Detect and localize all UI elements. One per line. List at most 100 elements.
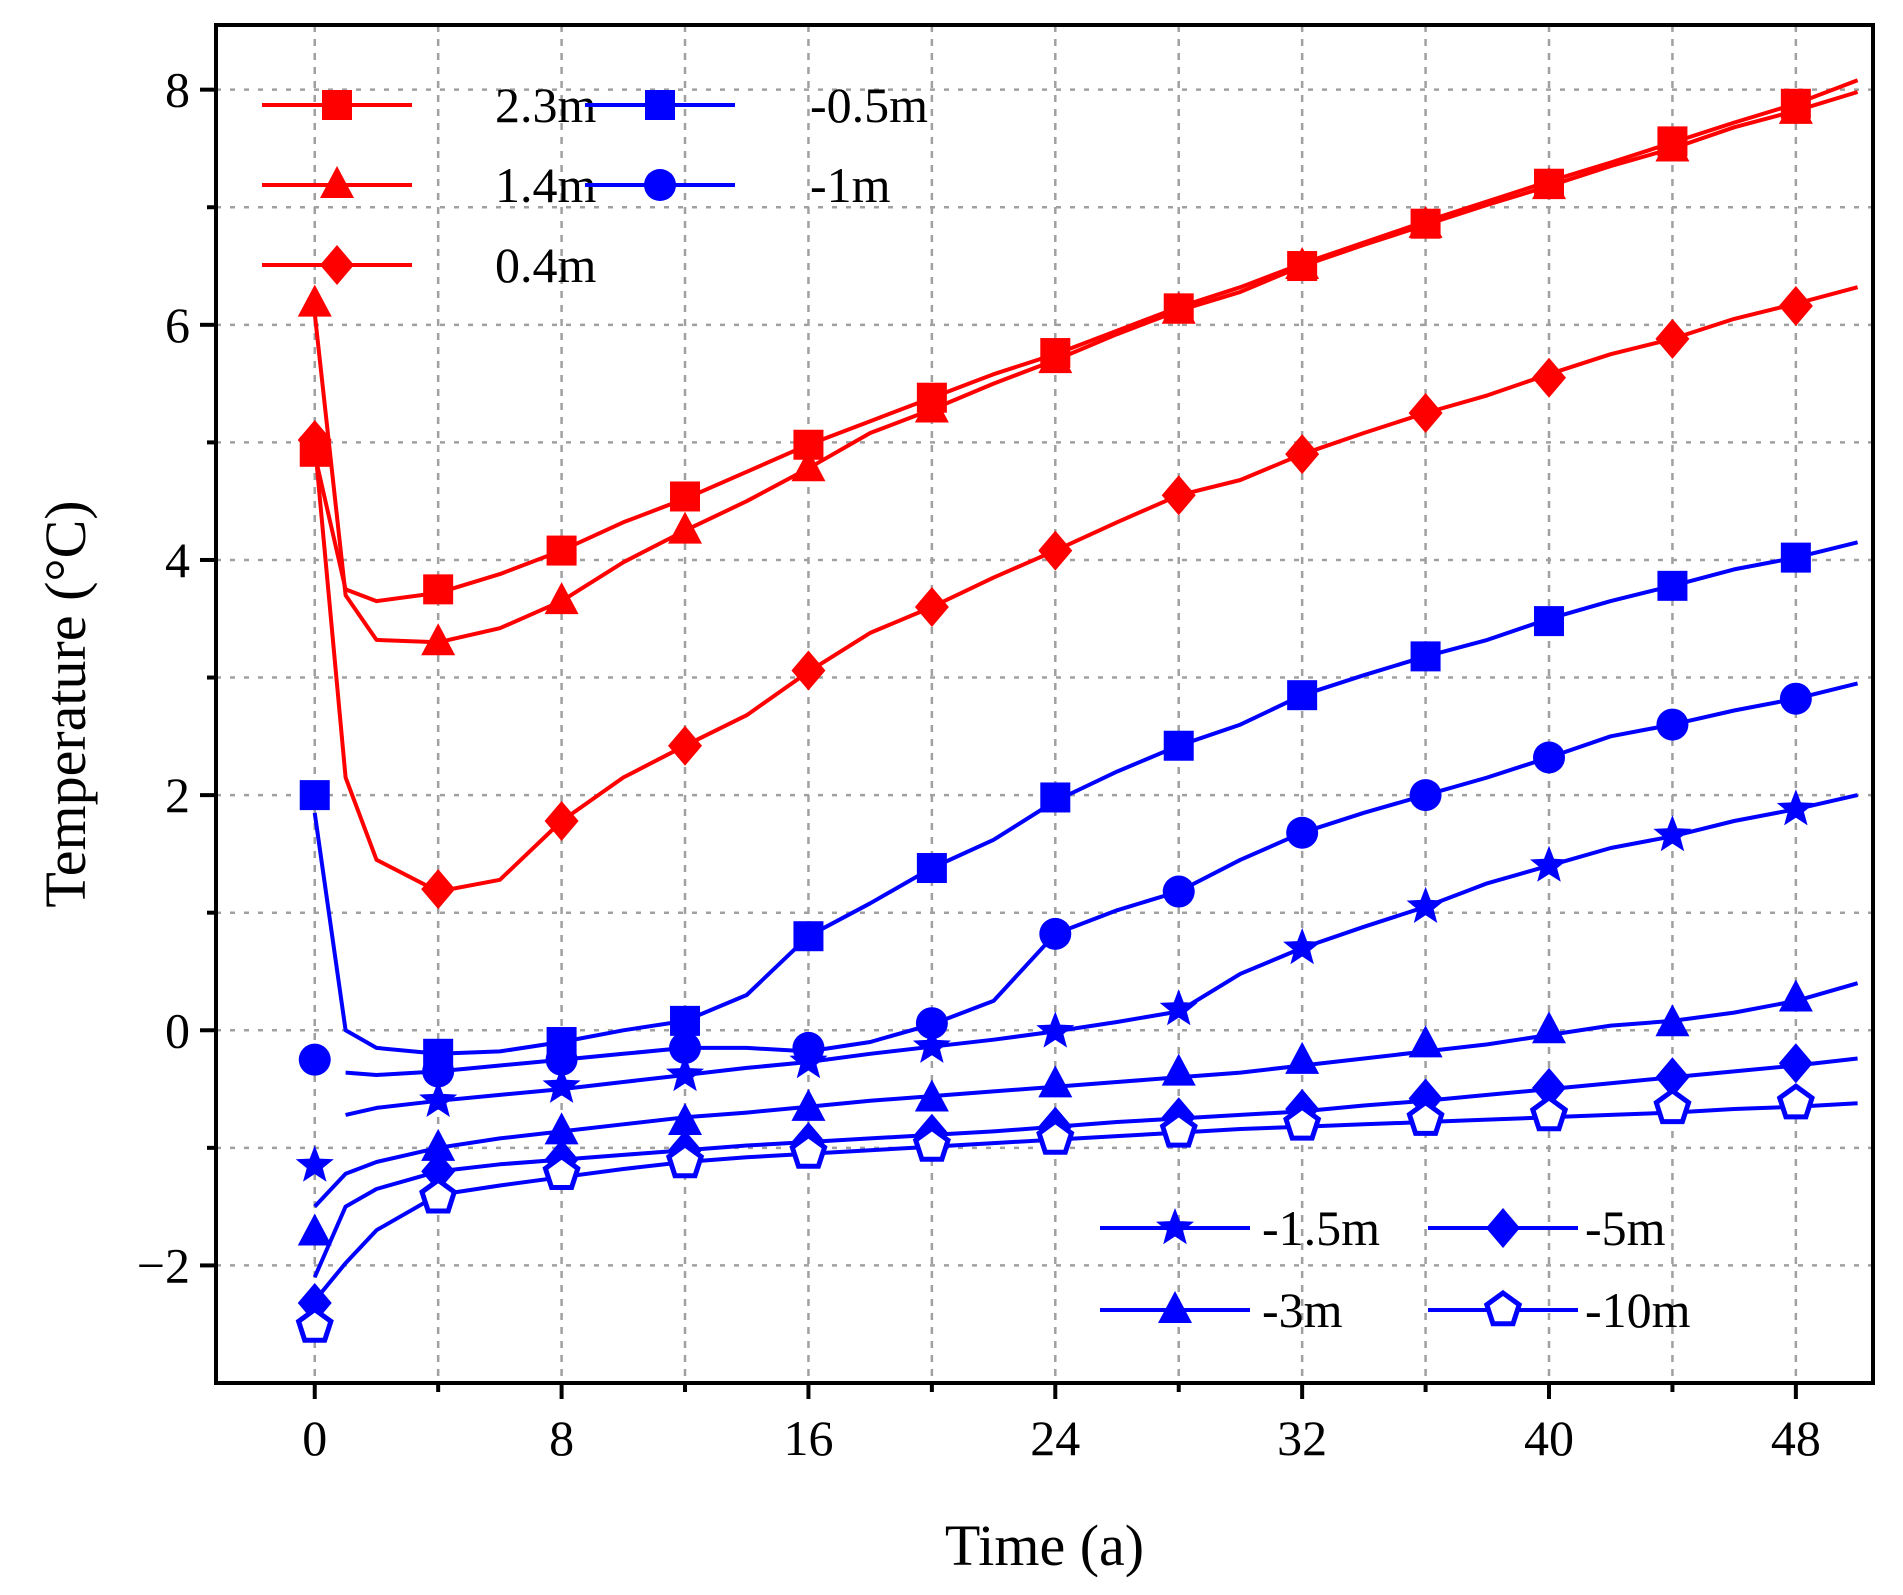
series-point-0.4m-24 xyxy=(1038,530,1073,571)
series-point-1.4m-28 xyxy=(1161,291,1196,324)
series--1.5m xyxy=(295,789,1859,1182)
series-point--0.5m-28 xyxy=(1163,730,1194,761)
x-tick-label-48: 48 xyxy=(1771,1410,1821,1466)
series-line--1m xyxy=(345,681,1859,1077)
x-tick-label-16: 16 xyxy=(783,1410,833,1466)
series-point-2.3m-4 xyxy=(423,574,454,605)
legend-label--5m: -5m xyxy=(1585,1200,1666,1256)
legend-entry-2.3m: 2.3m xyxy=(262,77,597,133)
legend-label--1.5m: -1.5m xyxy=(1262,1200,1380,1256)
legend-marker--10m xyxy=(1483,1289,1523,1327)
series-point--3m-16 xyxy=(791,1088,826,1121)
legend-label-0.4m: 0.4m xyxy=(495,237,597,293)
series-point--10m-36 xyxy=(1406,1099,1445,1136)
series-point--5m-40 xyxy=(1532,1067,1567,1108)
series-point--10m-48 xyxy=(1776,1083,1815,1120)
series-point--1m-8 xyxy=(545,1043,578,1076)
y-tick-label-2: 2 xyxy=(165,767,190,823)
series-point--3m-8 xyxy=(544,1112,579,1145)
series-point--3m-40 xyxy=(1532,1011,1567,1044)
series-layer xyxy=(295,78,1859,1343)
legend-marker-1.4m xyxy=(320,166,354,198)
series-point--10m-0 xyxy=(295,1306,334,1343)
series-point--1m-4 xyxy=(422,1055,455,1088)
legend-label--0.5m: -0.5m xyxy=(810,77,928,133)
legend-marker--3m xyxy=(1158,1291,1192,1323)
series-point--0.5m-16 xyxy=(793,921,824,952)
legend-label--3m: -3m xyxy=(1262,1282,1343,1338)
legend-marker--1m xyxy=(644,169,676,201)
series-point--1m-12 xyxy=(669,1031,702,1064)
series-point--1m-44 xyxy=(1656,708,1689,741)
x-tick-label-40: 40 xyxy=(1524,1410,1574,1466)
series-point--1m-20 xyxy=(915,1007,948,1040)
series-point-0.4m-20 xyxy=(914,587,949,627)
x-tick-label-8: 8 xyxy=(549,1410,574,1466)
series-point--3m-28 xyxy=(1161,1053,1196,1086)
series-point-1.4m-40 xyxy=(1532,167,1567,200)
series-point-2.3m-8 xyxy=(546,535,577,566)
series-point--1.5m-12 xyxy=(666,1055,704,1092)
legend-label--10m: -10m xyxy=(1585,1282,1691,1338)
series-point--10m-20 xyxy=(912,1125,951,1162)
series-point--10m-32 xyxy=(1283,1104,1322,1141)
legend-entry--10m: -10m xyxy=(1428,1282,1691,1338)
x-tick-label-24: 24 xyxy=(1030,1410,1080,1466)
series-point--0.5m-24 xyxy=(1040,782,1071,813)
series-point--3m-20 xyxy=(914,1079,949,1112)
series-point-1.4m-32 xyxy=(1285,247,1320,280)
series-point--10m-4 xyxy=(419,1177,458,1214)
series-point--0.5m-44 xyxy=(1657,570,1688,601)
series-point--3m-48 xyxy=(1778,979,1813,1012)
legend-marker-2.3m xyxy=(322,90,352,120)
series-1.4m xyxy=(297,90,1859,656)
series-point-0.4m-44 xyxy=(1655,318,1690,359)
series-point--3m-32 xyxy=(1285,1041,1320,1074)
series-point-1.4m-48 xyxy=(1778,91,1813,124)
series-point--10m-16 xyxy=(789,1132,828,1169)
series-point--0.5m-36 xyxy=(1410,641,1441,672)
series-point--1.5m-48 xyxy=(1776,789,1815,826)
series-point--10m-28 xyxy=(1159,1111,1198,1148)
y-tick-label-8: 8 xyxy=(165,62,190,118)
series-point--10m-44 xyxy=(1653,1087,1692,1125)
legend-top-left: 2.3m -0.5m 1.4m -1m 0.4m xyxy=(262,77,928,293)
series-point--1m-40 xyxy=(1533,741,1566,774)
legend-marker--1.5m xyxy=(1156,1208,1194,1245)
y-tick-label-0: 0 xyxy=(165,1002,190,1058)
series-point--10m-12 xyxy=(665,1141,705,1179)
series-point-0.4m-0 xyxy=(297,420,332,461)
legend-bottom-right: -1.5m -5m -3m -10m xyxy=(1100,1200,1691,1338)
series-point--5m-4 xyxy=(421,1151,456,1192)
legend-entry--1.5m: -1.5m xyxy=(1100,1200,1380,1256)
series-point--3m-24 xyxy=(1038,1065,1073,1098)
y-tick-label-4: 4 xyxy=(165,532,190,588)
x-tick-label-32: 32 xyxy=(1277,1410,1327,1466)
series-point-1.4m-36 xyxy=(1408,205,1443,238)
plot-frame xyxy=(214,23,1875,1385)
series-point--1.5m-0 xyxy=(295,1145,334,1182)
series-point--0.5m-32 xyxy=(1287,680,1318,711)
series--10m xyxy=(295,1083,1858,1343)
series-point-1.4m-20 xyxy=(914,390,949,423)
legend-label-1.4m: 1.4m xyxy=(495,157,597,213)
series-point--1.5m-24 xyxy=(1036,1011,1075,1048)
series-point--1.5m-16 xyxy=(789,1042,828,1079)
series-point--10m-24 xyxy=(1036,1118,1075,1155)
series-point--1m-48 xyxy=(1779,682,1812,715)
series-line--0.5m xyxy=(312,540,1859,1056)
series-point--1m-28 xyxy=(1162,875,1195,908)
series-point-0.4m-32 xyxy=(1285,434,1320,475)
series-point--1.5m-44 xyxy=(1653,815,1692,852)
y-tick-label-6: 6 xyxy=(165,297,190,353)
series-point--1.5m-36 xyxy=(1406,886,1445,923)
series-point--1.5m-32 xyxy=(1283,928,1322,965)
legend-entry--0.5m: -0.5m xyxy=(585,77,928,133)
series-point--1.5m-4 xyxy=(419,1080,458,1117)
series-point-0.4m-12 xyxy=(668,725,703,766)
series-point-1.4m-12 xyxy=(668,511,703,544)
series-0.4m xyxy=(297,285,1859,910)
series-point--3m-36 xyxy=(1408,1025,1443,1058)
series-point-0.4m-36 xyxy=(1408,393,1443,433)
series-point--3m-44 xyxy=(1655,1004,1690,1037)
